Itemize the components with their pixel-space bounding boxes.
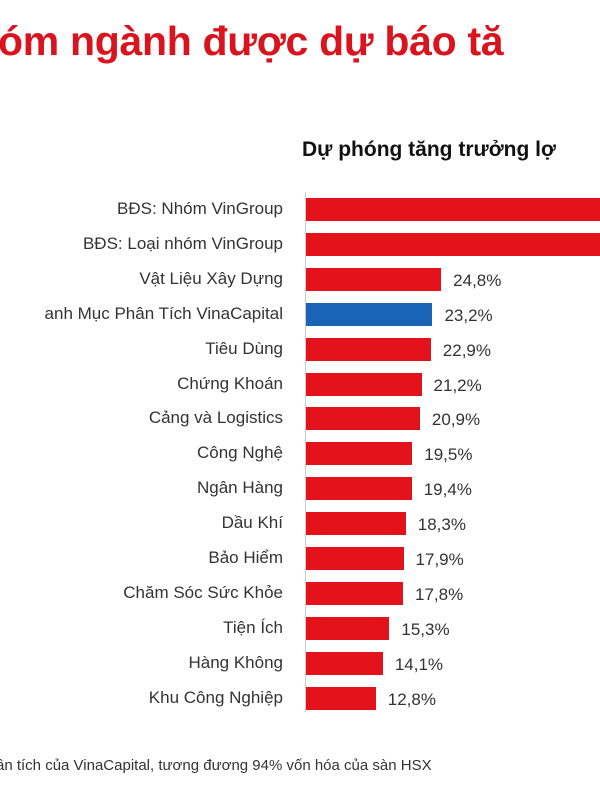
footnote: ần tích của VinaCapital, tương đương 94%… (0, 757, 432, 774)
bar (306, 337, 431, 361)
category-label: anh Mục Phân Tích VinaCapital (44, 303, 283, 323)
category-label: Chứng Khoán (177, 373, 283, 393)
bar (306, 372, 422, 396)
category-label: Chăm Sóc Sức Khỏe (123, 582, 283, 602)
category-label: Ngân Hàng (196, 478, 283, 498)
data-label: 22,9% (442, 340, 491, 360)
bar (306, 581, 403, 605)
bar (306, 267, 442, 291)
data-label: 17,9% (415, 550, 464, 569)
bar (306, 302, 433, 326)
bar (306, 547, 404, 570)
category-label: Công Nghệ (196, 443, 283, 463)
data-label: 17,8% (415, 584, 464, 604)
data-label: 15,3% (401, 619, 450, 639)
data-label: 21,2% (433, 375, 482, 395)
category-label: BĐS: Loại nhóm VinGroup (82, 233, 283, 253)
category-label: BĐS: Nhóm VinGroup (117, 199, 283, 218)
data-label: 12,8% (387, 689, 436, 709)
category-label: Tiện Ích (223, 617, 283, 637)
bar (306, 616, 390, 640)
data-label: 19,4% (423, 480, 472, 500)
bar (306, 232, 600, 256)
bar (306, 651, 383, 675)
category-label: Khu Công Nghiệp (148, 687, 283, 707)
category-label: Hàng Không (188, 652, 283, 672)
bar (306, 407, 420, 431)
data-label: 19,5% (424, 445, 473, 465)
chart-title: Dự phóng tăng trưởng lợ (302, 138, 556, 161)
bar (306, 512, 406, 536)
category-label: Tiêu Dùng (205, 338, 283, 358)
data-label: 20,9% (431, 410, 481, 430)
page-title: óm ngành được dự báo tă (0, 18, 504, 64)
data-label: 18,3% (417, 515, 466, 535)
bar (306, 686, 376, 710)
data-label: 14,1% (394, 654, 444, 674)
bar (306, 477, 412, 501)
data-label: 23,2% (444, 305, 493, 325)
category-axis-line (305, 192, 306, 712)
category-label: Vật Liệu Xây Dựng (139, 268, 283, 288)
category-label: Bảo Hiểm (208, 548, 283, 567)
bar (306, 198, 600, 221)
category-label: Cảng và Logistics (148, 408, 283, 428)
bar (306, 442, 413, 466)
category-label: Dầu Khí (221, 513, 283, 533)
data-label: 24,8% (453, 270, 502, 290)
